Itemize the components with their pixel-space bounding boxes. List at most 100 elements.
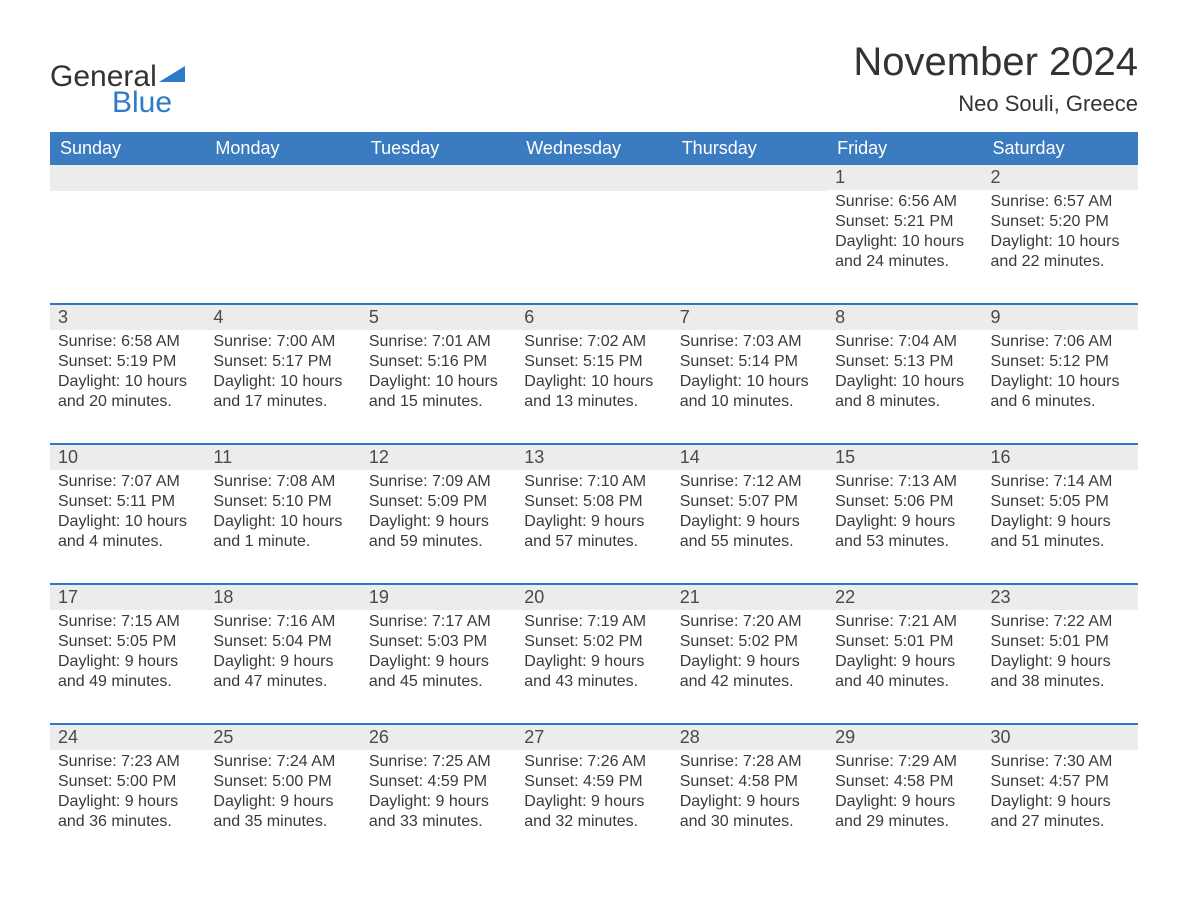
day-daylight1: Daylight: 10 hours xyxy=(369,372,508,392)
logo-word2: Blue xyxy=(112,86,189,120)
day-number: 29 xyxy=(827,725,982,750)
day-daylight1: Daylight: 9 hours xyxy=(524,512,663,532)
day-details: Sunrise: 7:03 AMSunset: 5:14 PMDaylight:… xyxy=(672,330,827,414)
day-cell: 15Sunrise: 7:13 AMSunset: 5:06 PMDayligh… xyxy=(827,445,982,555)
day-daylight1: Daylight: 10 hours xyxy=(213,372,352,392)
day-details: Sunrise: 7:10 AMSunset: 5:08 PMDaylight:… xyxy=(516,470,671,554)
day-sunrise: Sunrise: 7:10 AM xyxy=(524,472,663,492)
day-sunset: Sunset: 5:19 PM xyxy=(58,352,197,372)
day-sunset: Sunset: 5:06 PM xyxy=(835,492,974,512)
day-cell: 18Sunrise: 7:16 AMSunset: 5:04 PMDayligh… xyxy=(205,585,360,695)
day-sunrise: Sunrise: 7:19 AM xyxy=(524,612,663,632)
day-cell: 19Sunrise: 7:17 AMSunset: 5:03 PMDayligh… xyxy=(361,585,516,695)
day-cell xyxy=(516,165,671,275)
calendar: SundayMondayTuesdayWednesdayThursdayFrid… xyxy=(50,132,1138,835)
day-daylight2: and 10 minutes. xyxy=(680,392,819,412)
week-row: 24Sunrise: 7:23 AMSunset: 5:00 PMDayligh… xyxy=(50,723,1138,835)
day-sunset: Sunset: 5:01 PM xyxy=(991,632,1130,652)
day-cell: 3Sunrise: 6:58 AMSunset: 5:19 PMDaylight… xyxy=(50,305,205,415)
day-cell: 20Sunrise: 7:19 AMSunset: 5:02 PMDayligh… xyxy=(516,585,671,695)
day-daylight2: and 45 minutes. xyxy=(369,672,508,692)
day-daylight1: Daylight: 9 hours xyxy=(524,652,663,672)
day-details: Sunrise: 7:28 AMSunset: 4:58 PMDaylight:… xyxy=(672,750,827,834)
day-sunset: Sunset: 4:58 PM xyxy=(835,772,974,792)
location: Neo Souli, Greece xyxy=(853,91,1138,117)
day-cell: 25Sunrise: 7:24 AMSunset: 5:00 PMDayligh… xyxy=(205,725,360,835)
day-daylight1: Daylight: 9 hours xyxy=(524,792,663,812)
day-cell: 17Sunrise: 7:15 AMSunset: 5:05 PMDayligh… xyxy=(50,585,205,695)
day-sunrise: Sunrise: 7:14 AM xyxy=(991,472,1130,492)
day-daylight1: Daylight: 9 hours xyxy=(991,792,1130,812)
day-cell: 14Sunrise: 7:12 AMSunset: 5:07 PMDayligh… xyxy=(672,445,827,555)
day-number xyxy=(361,165,516,191)
day-sunrise: Sunrise: 7:06 AM xyxy=(991,332,1130,352)
day-daylight2: and 55 minutes. xyxy=(680,532,819,552)
day-daylight1: Daylight: 10 hours xyxy=(991,232,1130,252)
day-header-row: SundayMondayTuesdayWednesdayThursdayFrid… xyxy=(50,132,1138,165)
day-details: Sunrise: 7:01 AMSunset: 5:16 PMDaylight:… xyxy=(361,330,516,414)
day-daylight2: and 20 minutes. xyxy=(58,392,197,412)
day-sunrise: Sunrise: 7:02 AM xyxy=(524,332,663,352)
day-number: 4 xyxy=(205,305,360,330)
day-details: Sunrise: 7:06 AMSunset: 5:12 PMDaylight:… xyxy=(983,330,1138,414)
day-cell: 30Sunrise: 7:30 AMSunset: 4:57 PMDayligh… xyxy=(983,725,1138,835)
day-number: 17 xyxy=(50,585,205,610)
day-sunset: Sunset: 4:58 PM xyxy=(680,772,819,792)
month-title: November 2024 xyxy=(853,40,1138,85)
day-sunset: Sunset: 5:17 PM xyxy=(213,352,352,372)
day-sunrise: Sunrise: 7:28 AM xyxy=(680,752,819,772)
day-number: 11 xyxy=(205,445,360,470)
day-sunset: Sunset: 5:04 PM xyxy=(213,632,352,652)
day-details: Sunrise: 7:30 AMSunset: 4:57 PMDaylight:… xyxy=(983,750,1138,834)
day-daylight2: and 30 minutes. xyxy=(680,812,819,832)
day-sunset: Sunset: 5:21 PM xyxy=(835,212,974,232)
day-details: Sunrise: 7:24 AMSunset: 5:00 PMDaylight:… xyxy=(205,750,360,834)
day-sunrise: Sunrise: 7:15 AM xyxy=(58,612,197,632)
day-sunrise: Sunrise: 7:24 AM xyxy=(213,752,352,772)
day-number: 2 xyxy=(983,165,1138,190)
day-number: 21 xyxy=(672,585,827,610)
day-sunset: Sunset: 5:14 PM xyxy=(680,352,819,372)
day-sunset: Sunset: 5:00 PM xyxy=(58,772,197,792)
day-number: 19 xyxy=(361,585,516,610)
day-daylight1: Daylight: 9 hours xyxy=(58,652,197,672)
day-header: Wednesday xyxy=(516,132,671,165)
day-daylight1: Daylight: 9 hours xyxy=(213,652,352,672)
day-details: Sunrise: 6:57 AMSunset: 5:20 PMDaylight:… xyxy=(983,190,1138,274)
day-cell: 4Sunrise: 7:00 AMSunset: 5:17 PMDaylight… xyxy=(205,305,360,415)
week-row: 1Sunrise: 6:56 AMSunset: 5:21 PMDaylight… xyxy=(50,165,1138,275)
day-number: 5 xyxy=(361,305,516,330)
day-header: Monday xyxy=(205,132,360,165)
day-daylight1: Daylight: 10 hours xyxy=(991,372,1130,392)
week-row: 10Sunrise: 7:07 AMSunset: 5:11 PMDayligh… xyxy=(50,443,1138,555)
day-number xyxy=(516,165,671,191)
day-sunset: Sunset: 5:08 PM xyxy=(524,492,663,512)
day-number: 18 xyxy=(205,585,360,610)
day-header: Saturday xyxy=(983,132,1138,165)
week-row: 17Sunrise: 7:15 AMSunset: 5:05 PMDayligh… xyxy=(50,583,1138,695)
day-sunset: Sunset: 5:11 PM xyxy=(58,492,197,512)
day-number: 23 xyxy=(983,585,1138,610)
day-number: 9 xyxy=(983,305,1138,330)
day-daylight1: Daylight: 10 hours xyxy=(524,372,663,392)
day-sunrise: Sunrise: 7:07 AM xyxy=(58,472,197,492)
day-number: 1 xyxy=(827,165,982,190)
day-cell: 26Sunrise: 7:25 AMSunset: 4:59 PMDayligh… xyxy=(361,725,516,835)
day-number: 16 xyxy=(983,445,1138,470)
day-daylight2: and 43 minutes. xyxy=(524,672,663,692)
day-daylight2: and 36 minutes. xyxy=(58,812,197,832)
day-number: 24 xyxy=(50,725,205,750)
day-daylight1: Daylight: 10 hours xyxy=(58,512,197,532)
day-daylight2: and 53 minutes. xyxy=(835,532,974,552)
day-cell: 12Sunrise: 7:09 AMSunset: 5:09 PMDayligh… xyxy=(361,445,516,555)
day-daylight1: Daylight: 9 hours xyxy=(835,792,974,812)
day-sunrise: Sunrise: 7:21 AM xyxy=(835,612,974,632)
day-daylight2: and 29 minutes. xyxy=(835,812,974,832)
day-sunrise: Sunrise: 7:20 AM xyxy=(680,612,819,632)
day-details: Sunrise: 7:26 AMSunset: 4:59 PMDaylight:… xyxy=(516,750,671,834)
day-number: 26 xyxy=(361,725,516,750)
day-daylight2: and 15 minutes. xyxy=(369,392,508,412)
day-sunrise: Sunrise: 7:25 AM xyxy=(369,752,508,772)
day-cell: 7Sunrise: 7:03 AMSunset: 5:14 PMDaylight… xyxy=(672,305,827,415)
day-header: Thursday xyxy=(672,132,827,165)
